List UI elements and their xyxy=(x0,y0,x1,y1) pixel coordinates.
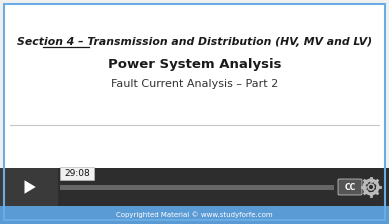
Text: Fault Current Analysis – Part 2: Fault Current Analysis – Part 2 xyxy=(111,79,278,89)
Bar xyxy=(0,168,389,206)
Bar xyxy=(4,4,385,168)
Bar xyxy=(0,168,58,206)
Text: Copyrighted Material © www.studyforfe.com: Copyrighted Material © www.studyforfe.co… xyxy=(116,212,273,218)
Text: 29:08: 29:08 xyxy=(64,169,90,178)
Bar xyxy=(60,185,334,190)
FancyBboxPatch shape xyxy=(60,167,94,180)
Text: CC: CC xyxy=(344,183,356,192)
Text: Power System Analysis: Power System Analysis xyxy=(108,58,281,71)
Text: Section 4 – Transmission and Distribution (HV, MV and LV): Section 4 – Transmission and Distributio… xyxy=(17,37,372,47)
Polygon shape xyxy=(25,180,36,194)
Bar xyxy=(0,206,389,224)
FancyBboxPatch shape xyxy=(338,179,362,195)
